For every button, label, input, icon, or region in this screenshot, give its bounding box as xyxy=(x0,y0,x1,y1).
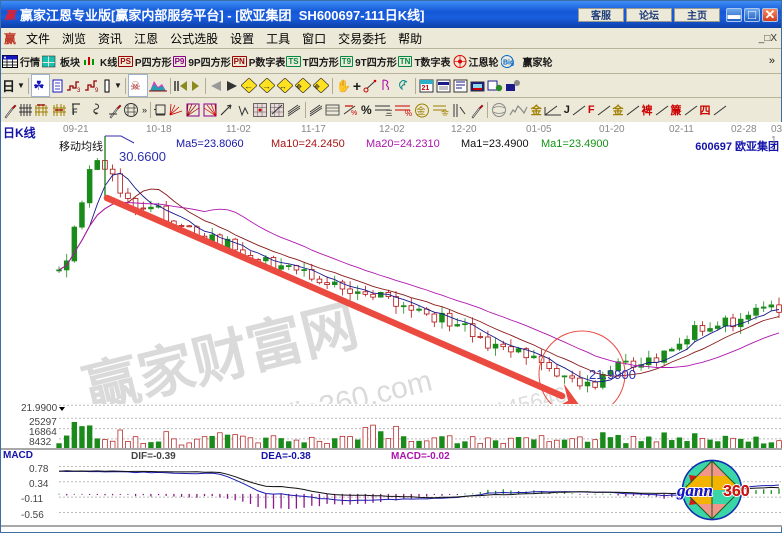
svg-text:✥: ✥ xyxy=(314,83,320,91)
svg-text:金: 金 xyxy=(441,108,449,116)
svg-text:%: % xyxy=(351,110,357,117)
svg-text:3: 3 xyxy=(77,88,81,93)
svg-text:gann: gann xyxy=(676,481,713,500)
svg-text:金: 金 xyxy=(416,105,425,116)
svg-text:21: 21 xyxy=(422,85,430,92)
svg-text:✋: ✋ xyxy=(336,79,351,93)
svg-text:✥: ✥ xyxy=(296,83,302,91)
svg-text:F: F xyxy=(72,107,78,117)
svg-text:Big: Big xyxy=(503,59,514,66)
svg-text:←: ← xyxy=(244,81,253,91)
svg-text:30.6600: 30.6600 xyxy=(119,149,166,164)
svg-text:☠: ☠ xyxy=(130,79,141,93)
svg-text:%: % xyxy=(405,109,412,116)
svg-text:9: 9 xyxy=(95,88,99,93)
svg-text:三: 三 xyxy=(385,109,392,116)
svg-text:→: → xyxy=(262,81,271,91)
svg-text:☘: ☘ xyxy=(33,79,45,93)
svg-text:↔: ↔ xyxy=(279,82,287,91)
svg-text:21.9900: 21.9900 xyxy=(589,367,636,382)
svg-text:360: 360 xyxy=(723,483,750,500)
